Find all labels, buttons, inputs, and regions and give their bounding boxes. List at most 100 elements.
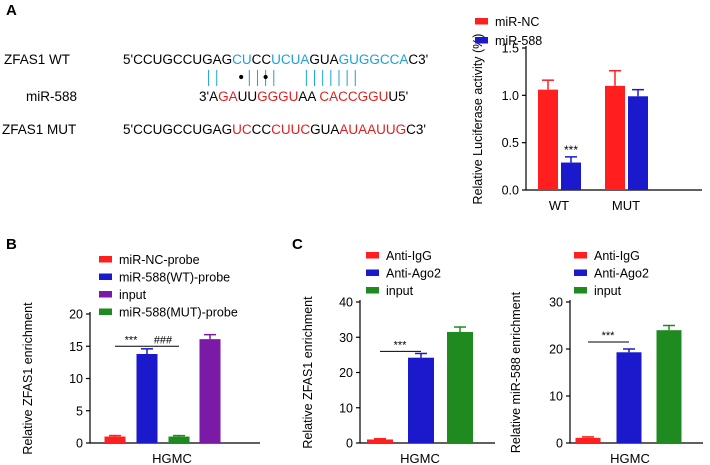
y-tick-label: 15 xyxy=(69,340,83,354)
bar-mir-588 xyxy=(561,162,581,190)
legend-label: Anti-IgG xyxy=(594,249,640,263)
legend-swatch xyxy=(366,252,379,259)
mut-row-sequence: 5'CCUGCCUGAGUCCCCUUCGUAAUAAUUGC3' xyxy=(123,122,426,137)
y-tick-label: 10 xyxy=(339,401,353,415)
mut-row-segment: AUAAUUG xyxy=(339,122,406,137)
panel-letter-c: C xyxy=(292,236,303,253)
bar-anti-ago2 xyxy=(408,357,434,443)
significance-marker: *** xyxy=(125,334,139,346)
chart-c-mir588-enrichment: 0 10 20 30 Relative miR-588 enrichment HGMC An… xyxy=(509,249,703,465)
legend-swatch xyxy=(99,291,112,298)
wt-row-segment: GUGGCCA xyxy=(339,52,409,67)
significance-marker: *** xyxy=(394,339,408,351)
bar-mir-588-wt-probe xyxy=(136,353,158,443)
mir-row-segment: GA xyxy=(218,89,238,104)
legend-swatch xyxy=(475,18,488,25)
bar-input xyxy=(447,331,473,443)
mut-row-segment: C3' xyxy=(406,122,426,137)
wt-row-sequence: 5'CCUGCCUGAGCUCCUCUAGUAGUGGCCAC3' xyxy=(123,52,428,67)
bar-anti-ago2 xyxy=(616,352,642,443)
y-tick-label: 0 xyxy=(556,437,563,451)
legend-label: Anti-IgG xyxy=(386,249,432,263)
y-tick-label: 10 xyxy=(69,372,83,386)
bar-anti-igg xyxy=(367,439,393,443)
legend-label: input xyxy=(594,284,622,298)
y-tick-label: 30 xyxy=(339,331,353,345)
wt-row-segment: UCUA xyxy=(271,52,309,67)
significance-marker: ### xyxy=(154,334,173,346)
mir-row-segment: GGGU xyxy=(257,89,298,104)
x-category-label: HGMC xyxy=(400,451,440,465)
bar-mir-nc-probe xyxy=(104,436,126,443)
legend-label: Anti-Ago2 xyxy=(594,267,649,281)
legend-label: miR-NC-probe xyxy=(119,253,200,267)
panel-letter-a: A xyxy=(6,2,17,19)
y-tick-label: 1.0 xyxy=(502,89,519,103)
legend-label: miR-588(WT)-probe xyxy=(119,271,230,285)
legend-label: Anti-Ago2 xyxy=(386,267,441,281)
wt-row-segment: CU xyxy=(232,52,252,67)
legend-swatch xyxy=(475,37,488,44)
mir-row-segment: 3'A xyxy=(199,89,218,104)
mut-row-segment: GUA xyxy=(310,122,339,137)
y-tick-label: 20 xyxy=(69,308,83,322)
y-tick-label: 0.5 xyxy=(502,136,519,150)
chart-a-luciferase: 0.0 0.5 1.0 1.5 Relative Luciferase activity… xyxy=(471,15,702,213)
mir-row-segment: AA xyxy=(298,89,316,104)
y-tick-label: 5 xyxy=(76,404,83,418)
legend-label: input xyxy=(119,288,147,302)
bar-mir-588-mut-probe xyxy=(168,436,190,443)
y-tick-label: 10 xyxy=(549,390,563,404)
mut-row-segment: CC xyxy=(252,122,272,137)
mir-row-label: miR-588 xyxy=(26,89,77,104)
mut-row-segment: 5'CCUGCCUGAG xyxy=(123,122,232,137)
significance-marker: *** xyxy=(602,330,616,342)
sequence-alignment: ZFAS1 WT 5'CCUGCCUGAGCUCCUCUAGUAGUGGCCAC3… xyxy=(2,52,428,137)
bar-mir-588 xyxy=(628,96,648,190)
wobble-dot xyxy=(263,74,268,80)
y-tick-label: 20 xyxy=(339,366,353,380)
y-tick-label: 30 xyxy=(549,296,563,310)
y-axis-label: Relative ZFAS1 enrichment xyxy=(301,296,315,449)
legend-swatch xyxy=(574,269,587,276)
x-category-label: WT xyxy=(549,198,569,213)
wt-row-segment: 5'CCUGCCUGAG xyxy=(123,52,232,67)
legend-swatch xyxy=(366,287,379,294)
bar-anti-igg xyxy=(575,437,601,443)
mut-row-label: ZFAS1 MUT xyxy=(2,122,76,137)
wt-row-segment: GUA xyxy=(309,52,338,67)
wt-row-segment: CC xyxy=(252,52,272,67)
y-tick-label: 0 xyxy=(76,437,83,451)
legend-swatch xyxy=(99,256,112,263)
legend-label: miR-588 xyxy=(495,34,542,48)
bar-input xyxy=(199,339,221,443)
bar-mir-nc xyxy=(605,85,625,190)
legend-swatch xyxy=(574,252,587,259)
y-tick-label: 40 xyxy=(339,296,353,310)
legend-swatch xyxy=(366,269,379,276)
legend-label: miR-588(MUT)-probe xyxy=(119,306,238,320)
legend-swatch xyxy=(99,273,112,280)
y-tick-label: 0 xyxy=(346,437,353,451)
mut-row-segment: UC xyxy=(232,122,252,137)
chart-b-zfas1-enrichment: 0 5 10 15 20 Relative ZFAS1 enrichment HGMC miR… xyxy=(21,253,260,465)
x-category-label: MUT xyxy=(612,198,640,213)
legend-swatch xyxy=(99,308,112,315)
y-axis-label: Relative ZFAS1 enrichment xyxy=(21,302,35,455)
bar-mir-nc xyxy=(538,89,558,190)
mut-row-segment: CUUC xyxy=(271,122,310,137)
panel-letter-b: B xyxy=(6,236,17,253)
y-tick-label: 20 xyxy=(549,343,563,357)
legend-label: miR-NC xyxy=(495,15,539,29)
x-category-label: HGMC xyxy=(152,451,192,465)
mir-row-segment: UU xyxy=(238,89,258,104)
mir-row-segment: CACCGGU xyxy=(319,89,388,104)
legend-swatch xyxy=(574,287,587,294)
wt-row-segment: C3' xyxy=(408,52,428,67)
wt-row-label: ZFAS1 WT xyxy=(4,52,70,67)
y-axis-label: Relative miR-588 enrichment xyxy=(509,291,523,453)
bar-input xyxy=(656,330,682,443)
mir-row-sequence: 3'AGAUUGGGUAA CACCGGUU5' xyxy=(199,89,408,104)
chart-c-zfas1-enrichment: 0 10 20 30 40 Relative ZFAS1 enrichment HGMC An… xyxy=(301,249,495,465)
